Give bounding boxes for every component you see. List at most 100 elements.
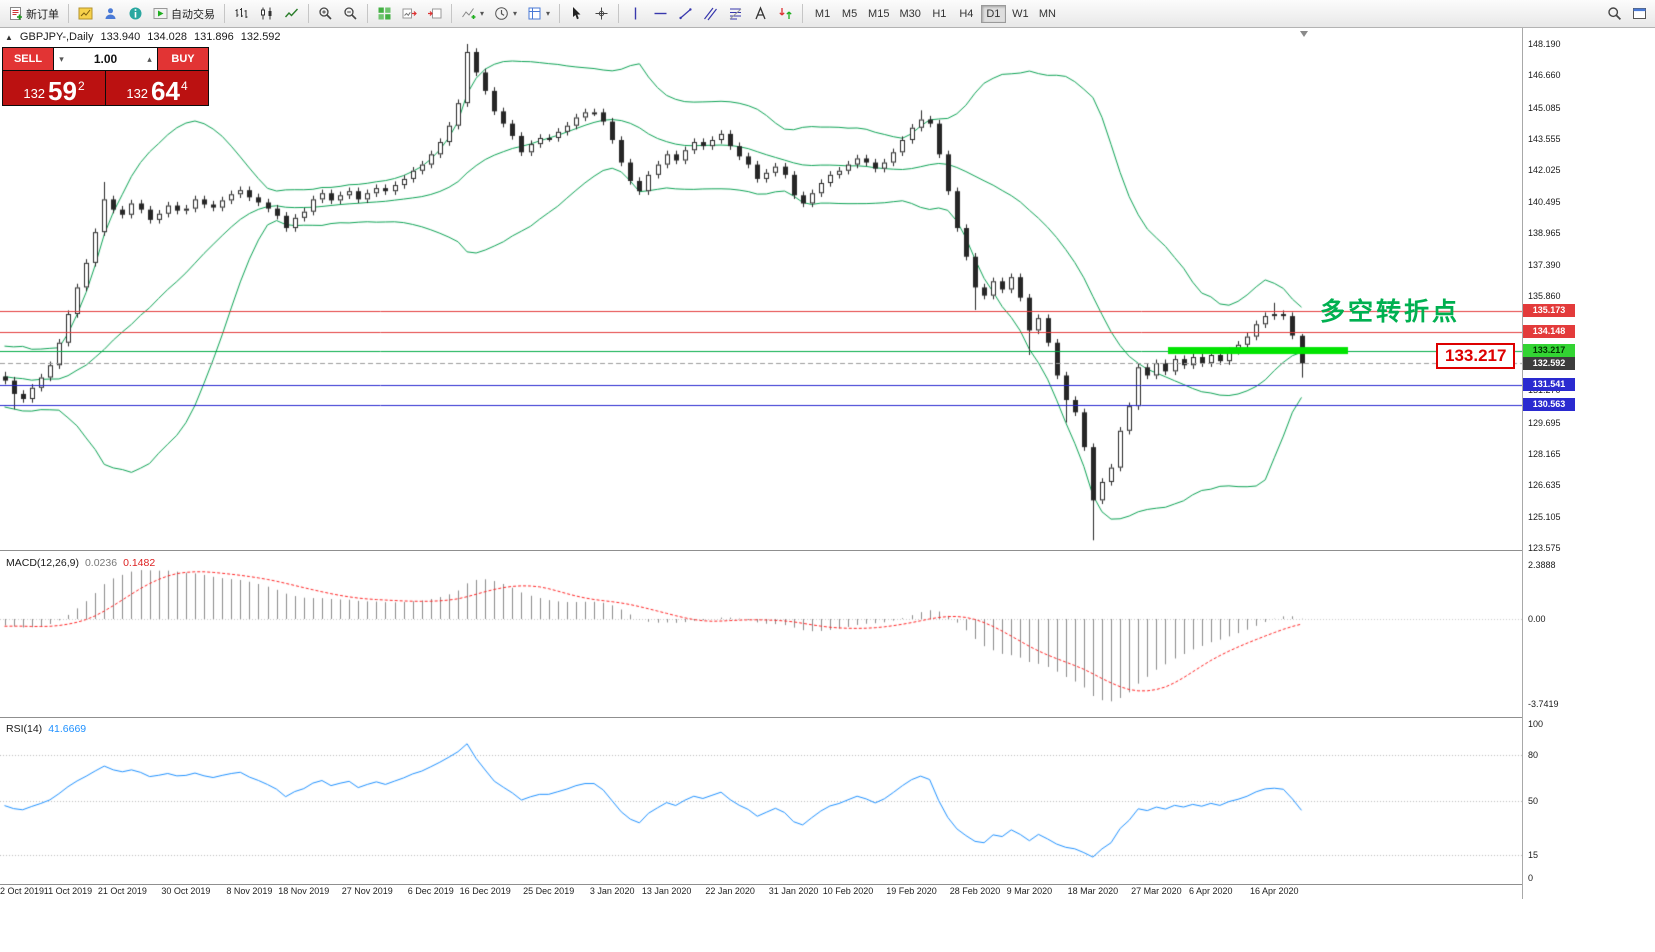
cursor-icon xyxy=(569,6,584,21)
cursor-button[interactable] xyxy=(564,2,589,26)
timeframe-m1-button[interactable]: M1 xyxy=(810,5,835,23)
channel-button[interactable] xyxy=(698,2,723,26)
volume-decrease-button[interactable]: ▾ xyxy=(59,53,64,64)
zoom-out-button[interactable] xyxy=(338,2,363,26)
timeframe-h1-button[interactable]: H1 xyxy=(927,5,952,23)
axis-separator xyxy=(0,884,1655,885)
dropdown-caret-icon[interactable]: ▾ xyxy=(546,9,551,18)
volume-field[interactable]: ▾ 1.00 ▴ xyxy=(54,48,157,70)
bar-chart-icon xyxy=(234,6,249,21)
date-label: 22 Jan 2020 xyxy=(705,886,755,896)
data-window-icon xyxy=(128,6,143,21)
timeframe-h4-button[interactable]: H4 xyxy=(954,5,979,23)
vertical-line-button[interactable] xyxy=(623,2,648,26)
one-click-trading-panel: SELL ▾ 1.00 ▴ BUY 132 59 2 132 64 4 xyxy=(2,47,209,106)
timeframe-mn-button[interactable]: MN xyxy=(1035,5,1060,23)
time-axis[interactable]: 2 Oct 2019 11 Oct 2019 21 Oct 2019 30 Oct 2… xyxy=(0,886,1522,899)
scale-tick: 140.495 xyxy=(1528,196,1561,207)
auto-scroll-button[interactable] xyxy=(397,2,422,26)
trendline-button[interactable] xyxy=(673,2,698,26)
new-order-button[interactable]: 新订单 xyxy=(3,2,64,26)
horizontal-line-icon xyxy=(653,6,668,21)
rsi-label: RSI(14) 41.6669 xyxy=(6,723,86,735)
scale-tick: 50 xyxy=(1528,796,1539,806)
date-label: 18 Mar 2020 xyxy=(1067,886,1119,896)
scale-tick: 137.390 xyxy=(1528,260,1561,271)
date-label: 6 Apr 2020 xyxy=(1189,886,1233,896)
text-icon xyxy=(753,6,768,21)
vertical-line-icon xyxy=(628,6,643,21)
auto-trading-button[interactable]: 自动交易 xyxy=(148,2,220,26)
scale-tick: 126.635 xyxy=(1528,480,1561,491)
chart-shift-button[interactable] xyxy=(422,2,447,26)
tile-windows-icon xyxy=(377,6,392,21)
timeframe-d1-button[interactable]: D1 xyxy=(980,4,1006,23)
scale-tick: 125.105 xyxy=(1528,511,1561,522)
new-chart-icon xyxy=(78,6,93,21)
bar-chart-button[interactable] xyxy=(229,2,254,26)
timeframe-group: M1 M5 M15 M30 H1 H4 D1 W1 MN xyxy=(810,4,1060,23)
macd-indicator-chart[interactable] xyxy=(0,552,1522,717)
timeframe-w1-button[interactable]: W1 xyxy=(1008,5,1033,23)
price-chart[interactable] xyxy=(0,28,1522,550)
tile-windows-button[interactable] xyxy=(372,2,397,26)
timeframe-m30-button[interactable]: M30 xyxy=(895,5,924,23)
toolbar-separator xyxy=(618,4,620,23)
auto-trading-button-label: 自动交易 xyxy=(171,8,215,21)
data-window-button[interactable] xyxy=(123,2,148,26)
sell-price[interactable]: 132 59 2 xyxy=(3,71,105,105)
panel-separator[interactable] xyxy=(0,550,1655,551)
auto-trading-icon xyxy=(153,6,168,21)
buy-price-pipette: 4 xyxy=(180,79,188,93)
date-label: 16 Apr 2020 xyxy=(1250,886,1299,896)
chart-shift-marker-icon[interactable] xyxy=(1300,31,1308,37)
line-chart-button[interactable] xyxy=(279,2,304,26)
timeframe-m5-button[interactable]: M5 xyxy=(837,5,862,23)
rsi-name: RSI(14) xyxy=(6,723,43,735)
line-chart-icon xyxy=(284,6,299,21)
dropdown-caret-icon[interactable]: ▾ xyxy=(513,9,518,18)
toolbar-separator xyxy=(224,4,225,23)
buy-price[interactable]: 132 64 4 xyxy=(106,71,208,105)
fibonacci-icon xyxy=(728,6,743,21)
macd-label: MACD(12,26,9) 0.0236 0.1482 xyxy=(6,557,155,569)
crosshair-button[interactable] xyxy=(589,2,614,26)
date-label: 19 Feb 2020 xyxy=(886,886,937,896)
toolbar-separator xyxy=(451,4,452,23)
indicators-button[interactable]: ▾ xyxy=(456,2,489,26)
sell-button[interactable]: SELL xyxy=(3,48,53,70)
date-label: 28 Feb 2020 xyxy=(949,886,1001,896)
price-scale[interactable]: 148.190 146.660 145.085 143.555 142.025 140.4… xyxy=(1522,28,1655,899)
workspace-button[interactable] xyxy=(1627,2,1652,26)
volume-increase-button[interactable]: ▴ xyxy=(147,53,152,64)
symbol-title: GBPJPY-,Daily xyxy=(19,31,94,43)
search-icon xyxy=(1607,6,1622,21)
scale-tick: 138.965 xyxy=(1528,227,1561,238)
scale-tick: 128.165 xyxy=(1528,449,1561,459)
volume-value[interactable]: 1.00 xyxy=(93,52,118,66)
profiles-button[interactable] xyxy=(98,2,123,26)
ohlc-close: 132.592 xyxy=(240,31,281,43)
arrows-button[interactable] xyxy=(773,2,798,26)
scale-tick: 0 xyxy=(1528,873,1534,883)
buy-button[interactable]: BUY xyxy=(158,48,208,70)
panel-separator[interactable] xyxy=(0,717,1655,718)
candlestick-icon xyxy=(259,6,274,21)
rsi-indicator-chart[interactable] xyxy=(0,718,1522,883)
rsi-value: 41.6669 xyxy=(48,723,87,735)
search-button[interactable] xyxy=(1602,2,1627,26)
candlestick-chart-button[interactable] xyxy=(254,2,279,26)
zoom-in-button[interactable] xyxy=(313,2,338,26)
indicators-icon xyxy=(461,6,476,21)
fibonacci-button[interactable] xyxy=(723,2,748,26)
text-button[interactable] xyxy=(748,2,773,26)
periods-button[interactable]: ▾ xyxy=(489,2,522,26)
horizontal-line-button[interactable] xyxy=(648,2,673,26)
sell-price-pipette: 2 xyxy=(77,79,85,93)
templates-button[interactable]: ▾ xyxy=(522,2,555,26)
dropdown-caret-icon[interactable]: ▾ xyxy=(480,9,485,18)
new-chart-button[interactable] xyxy=(73,2,98,26)
date-label: 2 Oct 2019 xyxy=(0,886,45,896)
one-click-arrow-icon[interactable]: ▲ xyxy=(5,32,13,42)
timeframe-m15-button[interactable]: M15 xyxy=(864,5,893,23)
